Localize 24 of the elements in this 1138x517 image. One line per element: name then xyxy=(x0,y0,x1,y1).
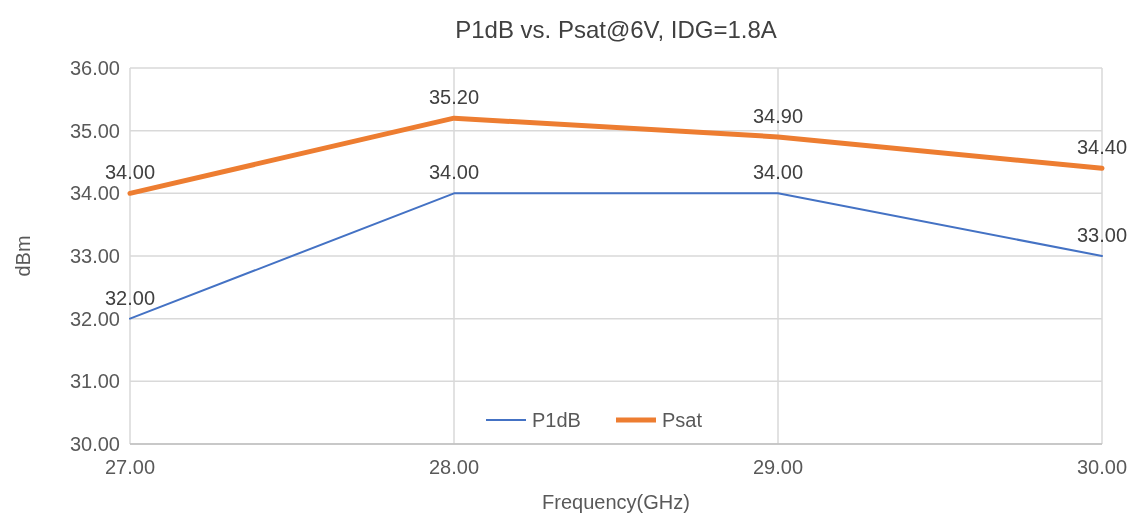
data-label: 34.40 xyxy=(1076,136,1128,159)
y-tick-label: 34.00 xyxy=(69,182,120,205)
chart-title: P1dB vs. Psat@6V, IDG=1.8A xyxy=(455,16,777,43)
y-axis-title: dBm xyxy=(12,235,34,277)
data-label: 34.00 xyxy=(752,161,804,184)
data-label: 35.20 xyxy=(428,86,480,109)
x-tick-label: 27.00 xyxy=(104,456,156,478)
data-label: 32.00 xyxy=(104,286,156,309)
x-tick-label: 28.00 xyxy=(428,456,480,478)
legend-label: P1dB xyxy=(532,409,581,431)
y-tick-label: 30.00 xyxy=(69,433,120,455)
y-tick-label: 35.00 xyxy=(69,119,120,142)
y-tick-label: 33.00 xyxy=(69,245,120,267)
x-axis-title: Frequency(GHz) xyxy=(542,491,690,513)
data-label: 34.00 xyxy=(428,161,480,184)
y-tick-label: 36.00 xyxy=(69,57,120,79)
x-tick-label: 29.00 xyxy=(752,456,804,478)
y-tick-label: 32.00 xyxy=(69,307,120,330)
data-label: 34.00 xyxy=(104,161,156,184)
legend-label: Psat xyxy=(662,409,703,431)
y-tick-label: 31.00 xyxy=(69,370,120,393)
data-label: 33.00 xyxy=(1076,224,1128,246)
data-label: 34.90 xyxy=(752,104,804,127)
x-tick-label: 30.00 xyxy=(1076,456,1128,478)
